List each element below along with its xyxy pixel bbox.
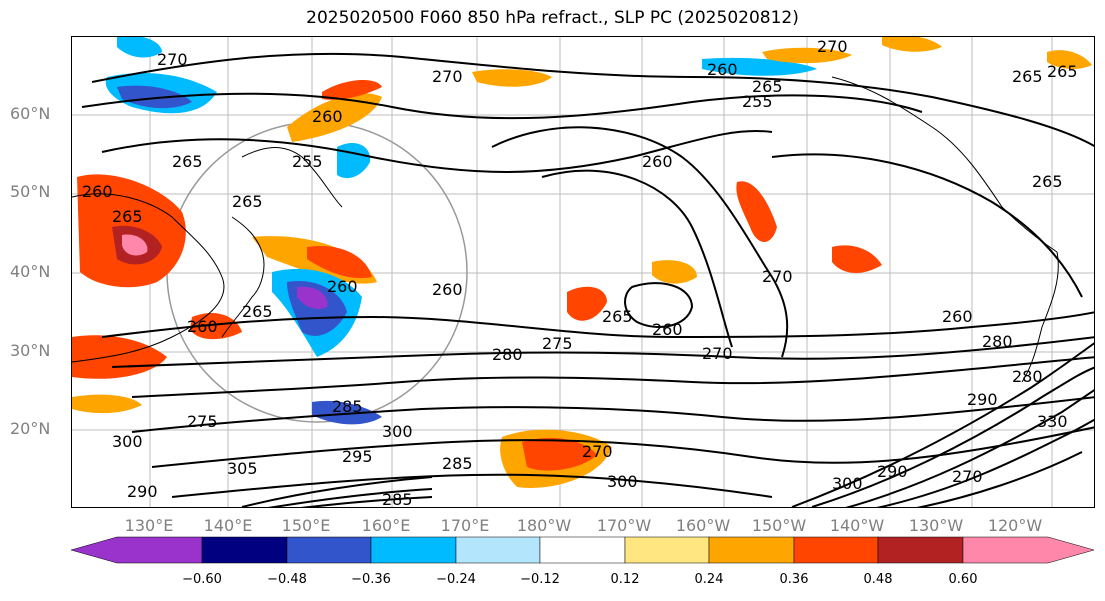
- lon-label: 160°E: [361, 516, 411, 535]
- contour-label: 295: [342, 447, 373, 466]
- colorbar-segment: [201, 536, 288, 564]
- contour-label: 265: [1032, 172, 1063, 191]
- contour-label: 285: [382, 490, 413, 508]
- contour-labels: 270 270 270 260 265 255 260 265 260 255 …: [82, 37, 1078, 508]
- contour-label: 265: [242, 302, 273, 321]
- contour-label: 280: [1012, 367, 1043, 386]
- lon-label: 120°W: [987, 516, 1043, 535]
- contour-label: 265: [172, 152, 203, 171]
- lat-label-60n: 60°N: [10, 104, 51, 123]
- map-title: 2025020500 F060 850 hPa refract., SLP PC…: [306, 8, 799, 28]
- contour-label: 270: [702, 344, 733, 363]
- contour-label: 260: [432, 280, 463, 299]
- contour-label: 260: [187, 317, 218, 336]
- contour-label: 290: [127, 482, 158, 501]
- colorbar-segment: [286, 536, 372, 564]
- colorbar-tick: −0.36: [351, 572, 391, 587]
- colorbar-segment: [962, 536, 1095, 564]
- contour-label: 260: [327, 277, 358, 296]
- contour-label: 300: [112, 432, 143, 451]
- colorbar-segment: [70, 536, 203, 564]
- contour-label: 275: [542, 334, 573, 353]
- contour-label: 260: [707, 60, 738, 79]
- contour-label: 285: [442, 454, 473, 473]
- contour-label: 265: [112, 207, 143, 226]
- lat-label-40n: 40°N: [10, 262, 51, 281]
- lon-label: 170°E: [440, 516, 490, 535]
- contour-label: 290: [877, 462, 908, 481]
- contour-label: 265: [752, 77, 783, 96]
- contour-label: 270: [952, 467, 983, 486]
- lon-label: 130°W: [908, 516, 964, 535]
- colorbar-segment: [539, 536, 626, 564]
- contour-label: 290: [967, 390, 998, 409]
- colorbar: [70, 536, 1095, 564]
- colorbar-tick: −0.48: [267, 572, 307, 587]
- contour-label: 285: [332, 397, 363, 416]
- contour-label: 300: [607, 472, 638, 491]
- contour-label: 305: [227, 459, 258, 478]
- refractivity-shading: [72, 37, 1092, 488]
- lat-label-50n: 50°N: [10, 182, 51, 201]
- colorbar-tick: 0.48: [863, 572, 893, 587]
- contour-label: 280: [492, 345, 523, 364]
- colorbar-segment: [793, 536, 879, 564]
- colorbar-segment: [455, 536, 541, 564]
- colorbar-tick: 0.60: [948, 572, 978, 587]
- colorbar-tick: −0.60: [182, 572, 222, 587]
- slp-contours: [81, 52, 1094, 507]
- lat-label-30n: 30°N: [10, 341, 51, 360]
- contour-label: 280: [982, 332, 1013, 351]
- contour-label: 265: [602, 307, 633, 326]
- contour-label: 260: [642, 152, 673, 171]
- lon-label: 180°W: [516, 516, 572, 535]
- contour-label: 270: [817, 37, 848, 56]
- map-canvas: 270 270 270 260 265 255 260 265 260 255 …: [72, 37, 1094, 508]
- lon-label: 130°E: [124, 516, 174, 535]
- lon-label: 170°W: [596, 516, 652, 535]
- contour-label: 265: [1012, 67, 1043, 86]
- contour-label: 270: [762, 267, 793, 286]
- contour-label: 300: [382, 422, 413, 441]
- colorbar-segments: [70, 536, 1095, 564]
- lon-label: 140°W: [829, 516, 885, 535]
- contour-label: 260: [652, 320, 683, 339]
- contour-label: 260: [312, 107, 343, 126]
- colorbar-segment: [708, 536, 795, 564]
- colorbar-tick: 0.24: [694, 572, 724, 587]
- contour-label: 270: [157, 50, 188, 69]
- colorbar-tick: −0.12: [520, 572, 560, 587]
- contour-label: 260: [82, 182, 113, 201]
- contour-label: 300: [832, 474, 863, 493]
- lat-label-20n: 20°N: [10, 419, 51, 438]
- lon-label: 160°W: [675, 516, 731, 535]
- contour-label: 260: [942, 307, 973, 326]
- contour-label: 265: [232, 192, 263, 211]
- colorbar-segment: [370, 536, 457, 564]
- lon-label: 150°W: [751, 516, 807, 535]
- contour-label: 255: [292, 152, 323, 171]
- colorbar-segment: [877, 536, 964, 564]
- coastlines: [72, 76, 1059, 383]
- colorbar-tick: 0.36: [779, 572, 809, 587]
- contour-label: 255: [742, 92, 773, 111]
- colorbar-tick: −0.24: [436, 572, 476, 587]
- colorbar-tick: 0.12: [610, 572, 640, 587]
- contour-label: 270: [432, 67, 463, 86]
- map-panel: 270 270 270 260 265 255 260 265 260 255 …: [71, 36, 1095, 508]
- contour-label: 265: [1047, 62, 1078, 81]
- colorbar-segment: [624, 536, 710, 564]
- contour-label: 275: [187, 412, 218, 431]
- lon-label: 150°E: [281, 516, 331, 535]
- contour-label: 270: [582, 442, 613, 461]
- lon-label: 140°E: [203, 516, 253, 535]
- contour-label: 330: [1037, 412, 1068, 431]
- graticule: [72, 37, 1094, 507]
